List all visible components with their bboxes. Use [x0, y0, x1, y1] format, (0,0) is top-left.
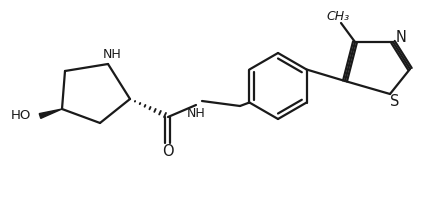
Text: NH: NH	[102, 49, 121, 61]
Text: NH: NH	[186, 107, 205, 121]
Text: HO: HO	[11, 109, 31, 123]
Text: CH₃: CH₃	[326, 11, 349, 23]
Text: N: N	[395, 30, 405, 46]
Polygon shape	[39, 109, 62, 118]
Text: S: S	[390, 95, 399, 109]
Text: O: O	[162, 143, 173, 158]
